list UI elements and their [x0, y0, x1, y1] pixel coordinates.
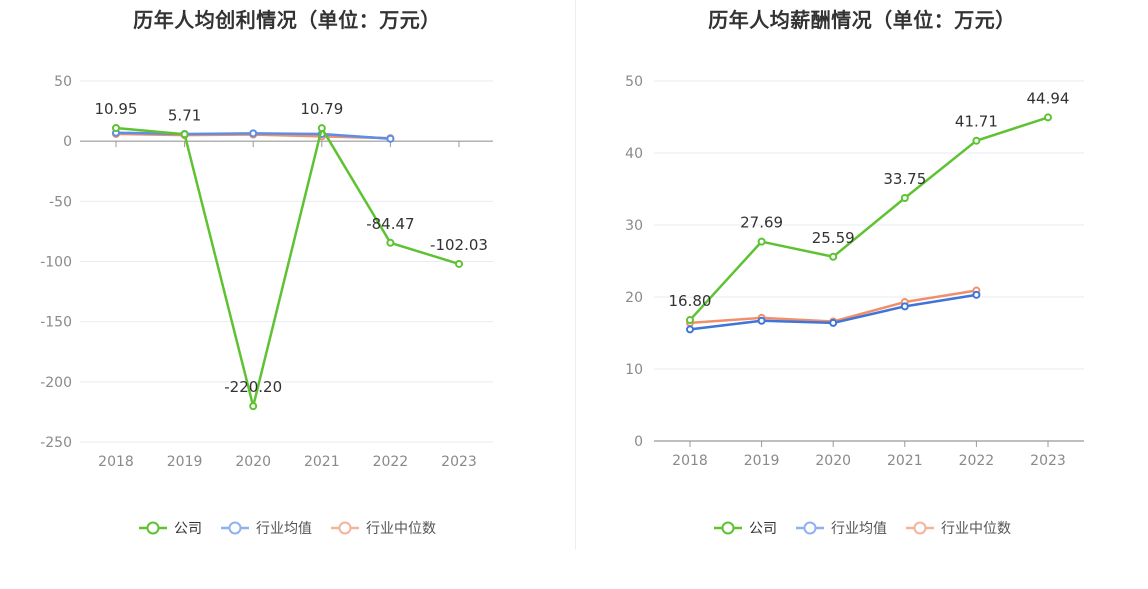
data-label: 5.71 — [168, 106, 201, 124]
data-point[interactable] — [317, 124, 326, 133]
y-tick-label: 10 — [625, 362, 643, 378]
data-point[interactable] — [386, 134, 395, 143]
y-tick-label: -200 — [40, 375, 72, 391]
data-point[interactable] — [455, 259, 463, 268]
data-point[interactable] — [249, 402, 258, 411]
legend-label: 公司 — [749, 521, 777, 537]
x-tick-label: 2020 — [235, 454, 271, 470]
data-point[interactable] — [1044, 113, 1052, 122]
data-label: 10.79 — [300, 100, 343, 118]
chart-title: 历年人均创利情况（单位：万元） — [133, 8, 441, 32]
data-point[interactable] — [972, 290, 981, 299]
y-tick-label: 30 — [625, 218, 643, 234]
data-point[interactable] — [180, 130, 189, 139]
data-point[interactable] — [757, 237, 766, 246]
series-line-公司 — [115, 126, 460, 408]
legend-swatch-icon — [796, 521, 824, 535]
data-point[interactable] — [112, 123, 120, 132]
x-tick-label: 2018 — [672, 453, 708, 469]
chart-legend: 公司 行业均值 行业中位数 — [0, 518, 574, 538]
legend-swatch-icon — [331, 521, 359, 535]
legend-swatch-icon — [139, 521, 167, 535]
data-label: 44.94 — [1027, 89, 1070, 107]
legend-swatch-icon — [221, 521, 249, 535]
data-label: 10.95 — [95, 100, 138, 118]
legend-item[interactable]: 行业均值 — [795, 518, 887, 538]
legend-item[interactable]: 行业中位数 — [330, 518, 436, 538]
data-label: 41.71 — [955, 113, 998, 131]
y-tick-label: 0 — [634, 434, 643, 450]
x-tick-label: 2021 — [304, 454, 340, 470]
profit-chart-panel: 历年人均创利情况（单位：万元） 50 0 -50 -100 -150 -200 -250 20… — [0, 8, 574, 538]
y-tick-label: -250 — [40, 435, 72, 451]
data-point[interactable] — [249, 129, 258, 138]
data-label: 33.75 — [883, 170, 926, 188]
chart-title: 历年人均薪酬情况（单位：万元） — [708, 8, 1016, 32]
data-point[interactable] — [386, 238, 395, 247]
legend-label: 行业均值 — [831, 521, 887, 537]
panel-divider — [575, 0, 576, 550]
data-point[interactable] — [829, 318, 838, 327]
data-point[interactable] — [686, 325, 694, 334]
salary-chart-svg: 50 40 30 20 10 0 2018 2019 2020 2021 2022 2023 16.80… — [625, 74, 1084, 469]
x-tick-label: 2019 — [744, 453, 780, 469]
y-tick-label: -100 — [40, 255, 72, 271]
chart-legend: 公司 行业均值 行业中位数 — [576, 518, 1148, 538]
legend-item[interactable]: 行业均值 — [220, 518, 312, 538]
x-tick-label: 2020 — [815, 453, 851, 469]
data-point[interactable] — [829, 252, 838, 261]
data-point[interactable] — [686, 316, 694, 325]
data-point[interactable] — [757, 316, 766, 325]
y-tick-label: 50 — [54, 74, 72, 90]
legend-label: 行业中位数 — [941, 521, 1011, 537]
legend-item[interactable]: 公司 — [713, 518, 777, 538]
x-tick-label: 2018 — [98, 454, 134, 470]
data-label: -102.03 — [430, 236, 488, 254]
y-tick-label: 40 — [625, 146, 643, 162]
data-point[interactable] — [900, 194, 909, 202]
data-label: -220.20 — [224, 378, 282, 396]
data-point[interactable] — [972, 136, 981, 145]
y-tick-label: -150 — [40, 315, 72, 331]
profit-chart-svg: 50 0 -50 -100 -150 -200 -250 2018 2019 2020 2021 20… — [40, 74, 493, 470]
legend-label: 公司 — [174, 521, 202, 537]
legend-swatch-icon — [906, 521, 934, 535]
x-tick-label: 2021 — [887, 453, 923, 469]
x-tick-label: 2022 — [959, 453, 995, 469]
x-tick-label: 2019 — [167, 454, 203, 470]
salary-chart-panel: 历年人均薪酬情况（单位：万元） 50 40 30 20 10 0 2018 2019 2020 2… — [576, 0, 1148, 589]
data-label: -84.47 — [366, 215, 414, 233]
legend-swatch-icon — [714, 521, 742, 535]
y-tick-label: 20 — [625, 290, 643, 306]
series-line-公司 — [689, 116, 1049, 321]
y-tick-label: 0 — [63, 134, 72, 150]
y-tick-label: 50 — [625, 74, 643, 90]
x-tick-label: 2022 — [373, 454, 409, 470]
data-point[interactable] — [900, 302, 909, 311]
data-label: 27.69 — [740, 214, 783, 232]
legend-label: 行业均值 — [256, 521, 312, 537]
legend-item[interactable]: 行业中位数 — [905, 518, 1011, 538]
data-label: 16.80 — [669, 292, 712, 310]
legend-item[interactable]: 公司 — [138, 518, 202, 538]
legend-label: 行业中位数 — [366, 521, 436, 537]
y-tick-label: -50 — [49, 194, 72, 210]
data-label: 25.59 — [812, 229, 855, 247]
x-tick-label: 2023 — [441, 454, 477, 470]
x-tick-label: 2023 — [1030, 453, 1066, 469]
